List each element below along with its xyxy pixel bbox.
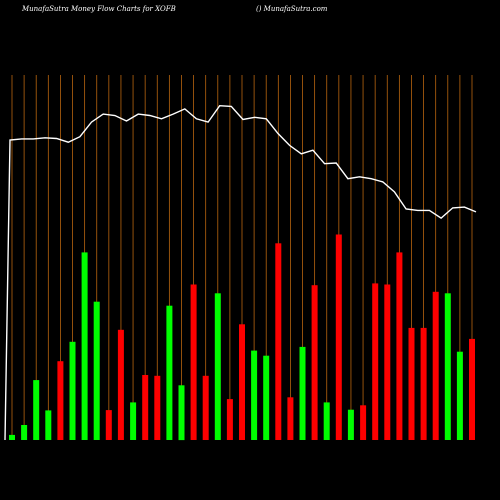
money-flow-bar xyxy=(130,402,137,440)
money-flow-bar xyxy=(239,324,245,440)
money-flow-bar xyxy=(360,405,367,440)
money-flow-bar xyxy=(287,397,294,440)
money-flow-bar xyxy=(33,380,40,440)
money-flow-bar xyxy=(456,351,463,440)
money-flow-bar xyxy=(21,425,28,440)
money-flow-bar xyxy=(57,361,64,440)
money-flow-bar xyxy=(275,243,282,440)
money-flow-bar xyxy=(335,234,342,440)
money-flow-bar xyxy=(251,350,258,440)
money-flow-bar xyxy=(9,434,15,440)
money-flow-bar xyxy=(142,375,149,440)
money-flow-bar xyxy=(323,402,330,440)
money-flow-bar xyxy=(69,341,76,440)
money-flow-bar xyxy=(93,301,100,440)
money-flow-bar xyxy=(105,410,112,440)
money-flow-bar xyxy=(154,375,161,440)
money-flow-bar xyxy=(45,410,52,440)
money-flow-bar xyxy=(408,327,415,440)
chart-title: MunafaSutra Money Flow Charts for XOFB xyxy=(21,5,176,13)
money-flow-bar xyxy=(311,285,318,440)
money-flow-bar xyxy=(178,385,185,441)
money-flow-bar xyxy=(299,346,306,440)
money-flow-bar xyxy=(372,283,379,440)
money-flow-line xyxy=(4,104,477,441)
money-flow-bar xyxy=(420,327,427,440)
money-flow-bar xyxy=(226,399,233,440)
bar-series xyxy=(9,234,475,441)
money-flow-bar xyxy=(347,409,354,440)
money-flow-bar xyxy=(214,293,221,440)
money-flow-bar xyxy=(263,355,270,440)
money-flow-bar xyxy=(444,293,451,440)
money-flow-bar xyxy=(396,252,403,440)
money-flow-bar xyxy=(117,329,124,440)
money-flow-bar xyxy=(469,338,475,440)
money-flow-bar xyxy=(190,284,197,440)
money-flow-bar xyxy=(202,375,209,440)
site-credit: () MunafaSutra.com xyxy=(256,5,328,13)
money-flow-bar xyxy=(432,291,439,440)
money-flow-bar xyxy=(166,305,173,440)
money-flow-bar xyxy=(81,252,88,440)
money-flow-bar xyxy=(384,284,391,440)
